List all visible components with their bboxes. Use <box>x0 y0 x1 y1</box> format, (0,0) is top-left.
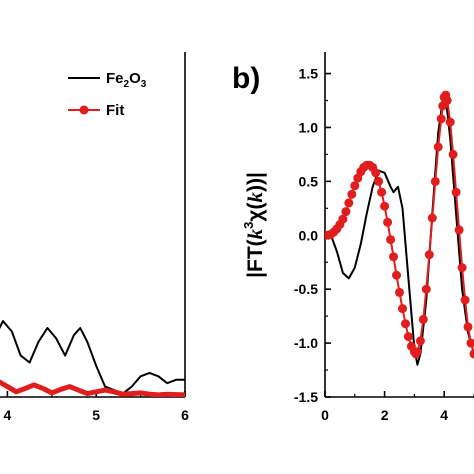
panel-b: b) |FT(k3χ(k))| 0 2 4 -1.5 -1.0 -0.5 0.0 0.5 1.0… <box>232 52 474 423</box>
panel-b-fit-point <box>418 314 428 324</box>
panel-b-fit-point <box>338 214 348 224</box>
panel-b-fit-point <box>341 207 351 217</box>
panel-b-fit-point <box>436 114 446 124</box>
panel-b-fit-point <box>451 187 461 197</box>
panel-b-fit-point <box>412 347 422 357</box>
panel-b-fit-point <box>392 270 401 280</box>
panel-b-fit-point <box>466 338 474 348</box>
panel-a-xtick-label: 4 <box>4 407 12 423</box>
panel-b-fit-point <box>421 284 431 294</box>
panel-a-tick-labels: 4 5 6 <box>4 407 190 423</box>
panel-b-ytick-label: -1.5 <box>294 389 318 405</box>
panel-b-series <box>325 90 474 366</box>
panel-b-ytick-label: -1.0 <box>294 335 318 351</box>
panel-b-fit-point <box>448 149 458 159</box>
panel-b-fit-point <box>401 319 410 329</box>
panel-b-ytick-label: 0.0 <box>299 227 319 243</box>
legend-fit-label: Fit <box>106 102 124 119</box>
panel-b-fit-point <box>415 336 425 346</box>
panel-b-fit-point <box>350 181 360 191</box>
panel-b-fit-point <box>403 332 413 342</box>
panel-b-axes <box>324 52 474 398</box>
panel-b-fit-point <box>398 304 407 314</box>
panel-b-xtick-label: 0 <box>321 407 329 423</box>
panel-b-ytick-label: -0.5 <box>294 281 318 297</box>
panel-b-fit-point <box>445 117 455 127</box>
panel-b-fit-point <box>457 263 467 273</box>
panel-b-fit-point <box>380 201 390 211</box>
panel-a-series <box>0 320 185 397</box>
panel-b-fit-point <box>460 295 470 305</box>
panel-b-fit-point <box>469 349 474 359</box>
panel-b-series-fit-line <box>325 94 474 355</box>
panel-b-fit-point <box>433 142 443 152</box>
panel-a-series-fit-line <box>0 379 185 397</box>
panel-a: 4 5 6 Fe2O3 Fit <box>0 52 189 423</box>
panel-b-fit-point <box>395 287 404 297</box>
panel-b-fit-point <box>463 322 473 332</box>
panel-b-fit-point <box>383 217 393 227</box>
panel-a-xtick-label: 5 <box>92 407 100 423</box>
legend-fe2o3-label: Fe2O3 <box>106 70 147 90</box>
legend-fit-marker <box>79 105 89 115</box>
panel-a-xtick-label: 6 <box>181 407 189 423</box>
panel-b-xtick-label: 4 <box>440 407 448 423</box>
panel-b-fit-point <box>347 189 357 199</box>
panel-b-xtick-label: 2 <box>381 407 389 423</box>
panel-b-fit-point <box>454 225 464 235</box>
panel-a-axes <box>0 52 186 398</box>
panel-b-fit-point <box>430 176 440 186</box>
panel-b-fit-point <box>386 235 396 245</box>
panel-b-fit-point <box>389 252 398 262</box>
panel-a-legend: Fe2O3 Fit <box>68 70 147 119</box>
panel-a-series-fe2o3-line <box>0 320 185 395</box>
panel-b-fit-point <box>374 176 384 186</box>
panel-b-ytick-label: 1.0 <box>299 119 319 135</box>
panel-b-fit-point <box>442 96 452 105</box>
panel-b-fit-point <box>427 213 437 223</box>
panel-b-ylabel: |FT(k3χ(k))| <box>241 172 267 278</box>
panel-b-fit-point <box>344 198 354 208</box>
panel-b-tick-labels: 0 2 4 -1.5 -1.0 -0.5 0.0 0.5 1.0 1.5 <box>294 66 448 423</box>
panel-b-label: b) <box>232 62 260 95</box>
panel-b-fit-point <box>424 250 434 260</box>
panel-b-fit-point <box>371 168 381 178</box>
panel-b-series-fe2o3-line <box>325 96 474 366</box>
panel-b-fit-point <box>377 187 387 197</box>
panel-b-ytick-label: 1.5 <box>299 66 319 82</box>
panel-b-ytick-label: 0.5 <box>299 173 319 189</box>
